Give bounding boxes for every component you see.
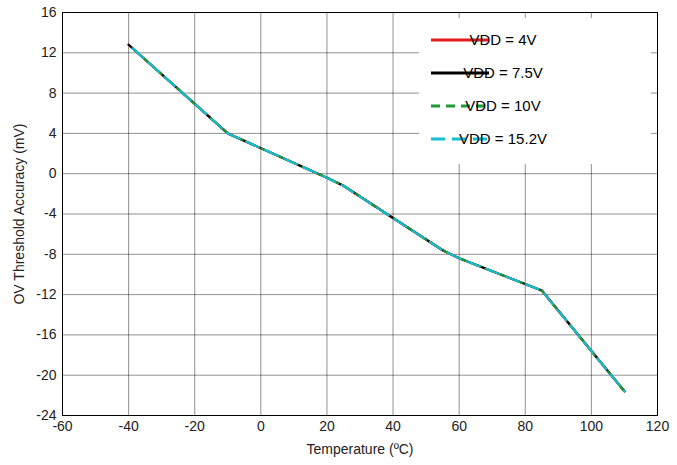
svg-text:20: 20 (319, 418, 335, 434)
svg-text:VDD = 7.5V: VDD = 7.5V (463, 64, 543, 81)
svg-text:0: 0 (257, 418, 265, 434)
svg-text:-16: -16 (36, 326, 56, 342)
svg-text:100: 100 (580, 418, 604, 434)
svg-text:Temperature (ºC): Temperature (ºC) (306, 441, 413, 457)
svg-text:80: 80 (517, 418, 533, 434)
svg-text:VDD = 15.2V: VDD = 15.2V (459, 130, 547, 147)
svg-text:12: 12 (41, 44, 57, 60)
svg-text:40: 40 (385, 418, 401, 434)
svg-text:-60: -60 (52, 418, 73, 435)
svg-text:-24: -24 (36, 407, 56, 423)
svg-text:VDD = 4V: VDD = 4V (469, 31, 536, 48)
svg-text:60: 60 (451, 418, 467, 434)
svg-text:16: 16 (41, 4, 57, 20)
svg-text:-40: -40 (118, 418, 138, 434)
svg-text:-4: -4 (44, 205, 57, 221)
svg-text:OV Threshold Accuracy (mV): OV Threshold Accuracy (mV) (11, 123, 27, 304)
svg-text:-8: -8 (44, 246, 57, 262)
svg-text:0: 0 (49, 165, 57, 181)
svg-text:120: 120 (646, 418, 670, 434)
svg-text:VDD = 10V: VDD = 10V (465, 97, 540, 114)
svg-text:-20: -20 (185, 418, 205, 434)
svg-text:-20: -20 (36, 367, 56, 383)
svg-text:-12: -12 (36, 286, 56, 302)
svg-text:4: 4 (49, 125, 57, 141)
svg-text:8: 8 (49, 85, 57, 101)
